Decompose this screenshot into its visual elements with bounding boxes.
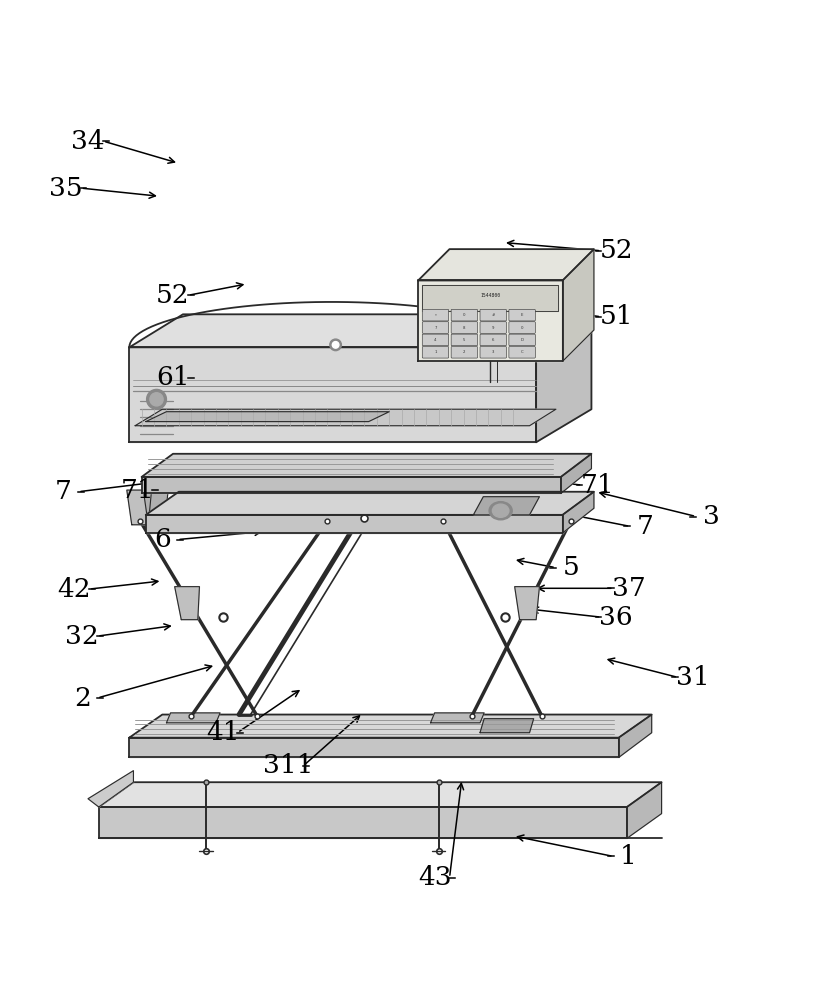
Polygon shape [618, 715, 651, 757]
Text: 34: 34 [71, 129, 105, 154]
Polygon shape [523, 490, 547, 525]
Polygon shape [536, 314, 590, 442]
Text: D: D [520, 338, 523, 342]
FancyBboxPatch shape [451, 347, 477, 358]
Polygon shape [422, 285, 557, 311]
Polygon shape [141, 477, 560, 493]
Polygon shape [562, 492, 593, 533]
Polygon shape [98, 782, 661, 807]
Polygon shape [514, 587, 538, 620]
Circle shape [332, 342, 338, 348]
Text: 0: 0 [520, 326, 523, 330]
Circle shape [329, 339, 341, 351]
FancyBboxPatch shape [422, 309, 448, 321]
Polygon shape [127, 490, 151, 525]
Text: 1: 1 [619, 844, 636, 869]
Text: 3: 3 [702, 504, 719, 529]
Polygon shape [143, 490, 168, 525]
Polygon shape [129, 715, 651, 738]
FancyBboxPatch shape [509, 309, 535, 321]
Text: 311: 311 [263, 753, 313, 778]
Ellipse shape [492, 504, 509, 517]
Text: 6: 6 [154, 527, 170, 552]
Text: 37: 37 [611, 576, 645, 601]
Polygon shape [562, 249, 593, 361]
Ellipse shape [489, 502, 512, 520]
Text: E: E [520, 313, 523, 317]
Polygon shape [98, 807, 626, 838]
Polygon shape [626, 782, 661, 838]
Polygon shape [418, 249, 593, 280]
Polygon shape [129, 347, 536, 442]
Polygon shape [560, 454, 590, 493]
Text: *: * [434, 313, 436, 317]
Text: 52: 52 [599, 238, 632, 263]
Text: 32: 32 [65, 624, 99, 649]
Text: 7: 7 [433, 326, 436, 330]
Text: 35: 35 [49, 176, 83, 201]
Text: 51: 51 [599, 304, 632, 329]
Text: 61: 61 [156, 365, 189, 390]
Text: 8: 8 [462, 326, 465, 330]
Polygon shape [166, 713, 220, 723]
Circle shape [146, 389, 166, 409]
FancyBboxPatch shape [422, 347, 448, 358]
FancyBboxPatch shape [422, 322, 448, 333]
FancyBboxPatch shape [451, 309, 477, 321]
Polygon shape [141, 454, 590, 477]
Polygon shape [430, 713, 484, 723]
Polygon shape [88, 771, 133, 807]
Text: 41: 41 [206, 720, 239, 745]
Text: 7: 7 [55, 479, 72, 504]
FancyBboxPatch shape [422, 334, 448, 346]
FancyBboxPatch shape [509, 334, 535, 346]
FancyBboxPatch shape [480, 334, 506, 346]
FancyBboxPatch shape [480, 322, 506, 333]
FancyBboxPatch shape [451, 322, 477, 333]
Text: 6: 6 [491, 338, 494, 342]
Text: 4: 4 [433, 338, 436, 342]
FancyBboxPatch shape [480, 309, 506, 321]
Polygon shape [129, 314, 590, 347]
Text: 31: 31 [676, 665, 709, 690]
Polygon shape [129, 738, 618, 757]
FancyBboxPatch shape [509, 347, 535, 358]
Text: 71: 71 [121, 478, 154, 503]
Polygon shape [146, 492, 593, 515]
Text: 36: 36 [599, 605, 632, 630]
Text: #: # [491, 313, 495, 317]
Polygon shape [480, 719, 533, 733]
Text: 2: 2 [462, 350, 465, 354]
Circle shape [150, 393, 163, 406]
Text: 5: 5 [562, 555, 578, 580]
Text: 3: 3 [491, 350, 494, 354]
Text: 42: 42 [57, 577, 91, 602]
Text: C: C [520, 350, 523, 354]
Polygon shape [418, 280, 562, 361]
Text: 52: 52 [156, 283, 189, 308]
Polygon shape [506, 490, 531, 525]
Text: 43: 43 [418, 865, 451, 890]
Text: 1: 1 [433, 350, 436, 354]
Text: 5: 5 [462, 338, 465, 342]
Polygon shape [146, 412, 389, 422]
Polygon shape [135, 409, 555, 426]
Text: 7: 7 [636, 514, 653, 539]
Polygon shape [174, 587, 199, 620]
Text: 2: 2 [74, 686, 91, 711]
Text: 0: 0 [462, 313, 465, 317]
Text: 9: 9 [491, 326, 494, 330]
Polygon shape [473, 497, 538, 515]
FancyBboxPatch shape [509, 322, 535, 333]
Text: 71: 71 [580, 473, 614, 498]
FancyBboxPatch shape [480, 347, 506, 358]
FancyBboxPatch shape [451, 334, 477, 346]
Polygon shape [146, 515, 562, 533]
Text: 1544800: 1544800 [480, 293, 500, 298]
